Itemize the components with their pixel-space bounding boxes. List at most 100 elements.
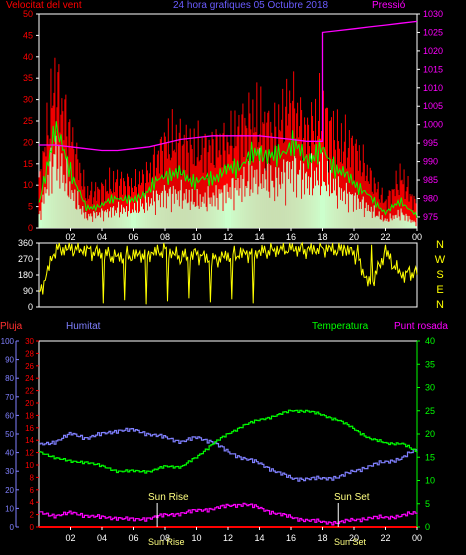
rain-y-tick-label: 18 (25, 411, 34, 420)
climate-x-tick-label: 04 (97, 533, 107, 543)
sun-set-label: Sun Set (334, 492, 370, 503)
pressure-y-tick-label: 995 (423, 138, 438, 148)
temperature-y-tick-label: 0 (425, 522, 430, 532)
rain-y-tick-label: 12 (25, 449, 34, 458)
pressure-y-tick-label: 1025 (423, 27, 443, 37)
wind-y-tick-label: 10 (23, 180, 33, 190)
rain-y-tick-label: 16 (25, 424, 34, 433)
humidity-y-tick-label: 30 (5, 467, 14, 476)
wind-average-line (38, 121, 418, 219)
temperature-y-tick-label: 40 (425, 336, 435, 346)
wind-x-tick-label: 02 (65, 232, 75, 242)
direction-y-tick-label: 180 (18, 270, 33, 280)
humidity-line (39, 427, 418, 482)
climate-x-tick-label: 08 (160, 533, 170, 543)
rain-y-tick-label: 10 (25, 461, 34, 470)
humidity-y-tick-label: 80 (5, 374, 14, 383)
pressure-label: Pressió (372, 0, 406, 11)
direction-compass-label: S (436, 269, 443, 281)
wind-y-tick-label: 5 (28, 202, 33, 212)
rain-y-tick-label: 24 (25, 374, 34, 383)
rain-y-tick-label: 28 (25, 349, 34, 358)
temperature-y-tick-label: 10 (425, 476, 435, 486)
direction-compass-label: N (436, 299, 444, 311)
rain-y-tick-label: 20 (25, 399, 34, 408)
climate-x-tick-label: 22 (380, 533, 390, 543)
rain-y-tick-label: 14 (25, 436, 34, 445)
pressure-y-tick-label: 1010 (423, 83, 443, 93)
humidity-label: Humitat (66, 321, 101, 332)
temperature-y-tick-label: 5 (425, 499, 430, 509)
pressure-y-tick-label: 980 (423, 193, 438, 203)
wind-x-tick-label: 10 (191, 232, 201, 242)
direction-compass-label: N (436, 239, 444, 251)
climate-x-tick-label: 00 (412, 533, 422, 543)
rain-y-tick-label: 22 (25, 387, 34, 396)
humidity-y-tick-label: 100 (1, 337, 15, 346)
pressure-y-tick-label: 1020 (423, 46, 443, 56)
humidity-y-tick-label: 70 (5, 393, 14, 402)
sun-rise-bottom-label: Sun Rise (148, 537, 185, 547)
rain-y-tick-label: 8 (30, 473, 35, 482)
wind-direction-line (38, 241, 418, 305)
wind-y-tick-label: 0 (28, 223, 33, 233)
humidity-y-tick-label: 10 (5, 504, 14, 513)
wind-x-tick-label: 14 (254, 232, 264, 242)
wind-x-tick-label: 22 (380, 232, 390, 242)
direction-compass-label: W (435, 254, 446, 266)
humidity-y-tick-label: 50 (5, 430, 14, 439)
wind-x-tick-label: 18 (317, 232, 327, 242)
sun-rise-label: Sun Rise (148, 492, 189, 503)
rain-label: Pluja (0, 321, 23, 332)
dewpoint-label: Punt rosada (394, 321, 448, 332)
wind-speed-label: Velocitat del vent (6, 0, 82, 11)
climate-x-tick-label: 14 (254, 533, 264, 543)
wind-y-tick-label: 50 (23, 9, 33, 19)
temperature-y-tick-label: 20 (425, 429, 435, 439)
wind-y-tick-label: 30 (23, 95, 33, 105)
wind-x-tick-label: 16 (286, 232, 296, 242)
pressure-y-tick-label: 985 (423, 175, 438, 185)
chart-title: 24 hora grafiques 05 Octubre 2018 (173, 0, 329, 11)
temperature-line (39, 409, 418, 474)
direction-y-tick-label: 270 (18, 254, 33, 264)
climate-x-tick-label: 02 (65, 533, 75, 543)
humidity-y-tick-label: 60 (5, 411, 14, 420)
sun-set-bottom-label: Sun Set (334, 537, 367, 547)
wind-x-tick-label: 20 (349, 232, 359, 242)
climate-x-tick-label: 10 (191, 533, 201, 543)
pressure-y-tick-label: 975 (423, 212, 438, 222)
wind-x-tick-label: 00 (412, 232, 422, 242)
direction-y-tick-label: 360 (18, 238, 33, 248)
wind-y-tick-label: 45 (23, 30, 33, 40)
direction-y-tick-label: 90 (23, 286, 33, 296)
climate-x-tick-label: 18 (317, 533, 327, 543)
rain-y-tick-label: 6 (30, 486, 35, 495)
temperature-y-tick-label: 35 (425, 359, 435, 369)
direction-compass-label: E (436, 284, 443, 296)
humidity-y-tick-label: 90 (5, 356, 14, 365)
climate-x-tick-label: 16 (286, 533, 296, 543)
wind-y-tick-label: 40 (23, 52, 33, 62)
pressure-y-tick-label: 1000 (423, 120, 443, 130)
direction-y-tick-label: 0 (28, 302, 33, 312)
humidity-y-tick-label: 0 (10, 523, 15, 532)
temperature-label: Temperatura (312, 321, 369, 332)
temperature-y-tick-label: 30 (425, 383, 435, 393)
humidity-y-tick-label: 40 (5, 449, 14, 458)
wind-x-tick-label: 08 (160, 232, 170, 242)
pressure-line (39, 20, 418, 152)
rain-y-tick-label: 30 (25, 337, 34, 346)
dewpoint-line (39, 502, 418, 526)
pressure-y-tick-label: 990 (423, 157, 438, 167)
wind-y-tick-label: 20 (23, 137, 33, 147)
pressure-y-tick-label: 1005 (423, 101, 443, 111)
humidity-y-tick-label: 20 (5, 486, 14, 495)
rain-y-tick-label: 4 (30, 498, 35, 507)
pressure-y-tick-label: 1015 (423, 64, 443, 74)
rain-y-tick-label: 2 (30, 511, 35, 520)
pressure-y-tick-label: 1030 (423, 9, 443, 19)
wind-avg-bars (38, 135, 417, 228)
